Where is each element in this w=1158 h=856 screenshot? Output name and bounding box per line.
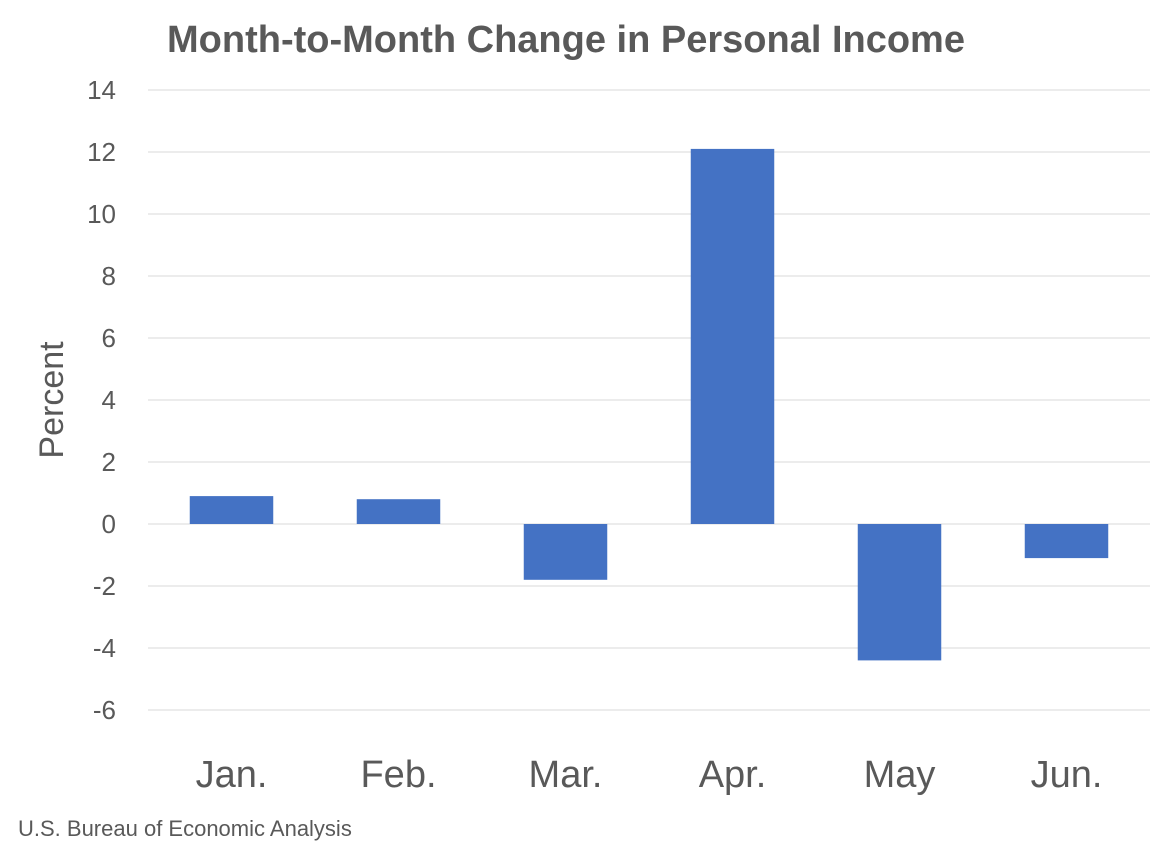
x-axis-ticks: Jan. Feb. Mar. Apr. May Jun. bbox=[196, 754, 1103, 796]
y-tick-label: 10 bbox=[87, 199, 116, 229]
y-axis-label: Percent bbox=[33, 341, 71, 459]
bar-jun bbox=[1024, 524, 1109, 559]
y-tick-label: 8 bbox=[102, 261, 116, 291]
y-tick-label: -2 bbox=[93, 571, 116, 601]
x-tick-label: Mar. bbox=[529, 754, 603, 796]
y-tick-label: 14 bbox=[87, 75, 116, 105]
bar-may bbox=[857, 524, 942, 661]
x-tick-label: May bbox=[864, 754, 936, 796]
x-tick-label: Jan. bbox=[196, 754, 268, 796]
gridlines bbox=[148, 89, 1150, 711]
x-tick-label: Jun. bbox=[1031, 754, 1103, 796]
bar-feb bbox=[356, 499, 441, 524]
y-tick-label: 0 bbox=[102, 509, 116, 539]
y-tick-label: 4 bbox=[102, 385, 116, 415]
y-tick-label: 6 bbox=[102, 323, 116, 353]
source-note: U.S. Bureau of Economic Analysis bbox=[18, 816, 352, 841]
bars bbox=[189, 148, 1109, 661]
chart-title: Month-to-Month Change in Personal Income bbox=[167, 19, 965, 61]
bar-mar bbox=[523, 524, 608, 580]
y-tick-label: -4 bbox=[93, 633, 116, 663]
y-tick-label: -6 bbox=[93, 695, 116, 725]
bar-apr bbox=[690, 148, 775, 524]
bar-jan bbox=[189, 496, 274, 524]
x-tick-label: Feb. bbox=[360, 754, 436, 796]
y-tick-label: 12 bbox=[87, 137, 116, 167]
y-tick-label: 2 bbox=[102, 447, 116, 477]
x-tick-label: Apr. bbox=[699, 754, 767, 796]
y-axis-ticks: 14 12 10 8 6 4 2 0 -2 -4 -6 bbox=[87, 75, 116, 725]
